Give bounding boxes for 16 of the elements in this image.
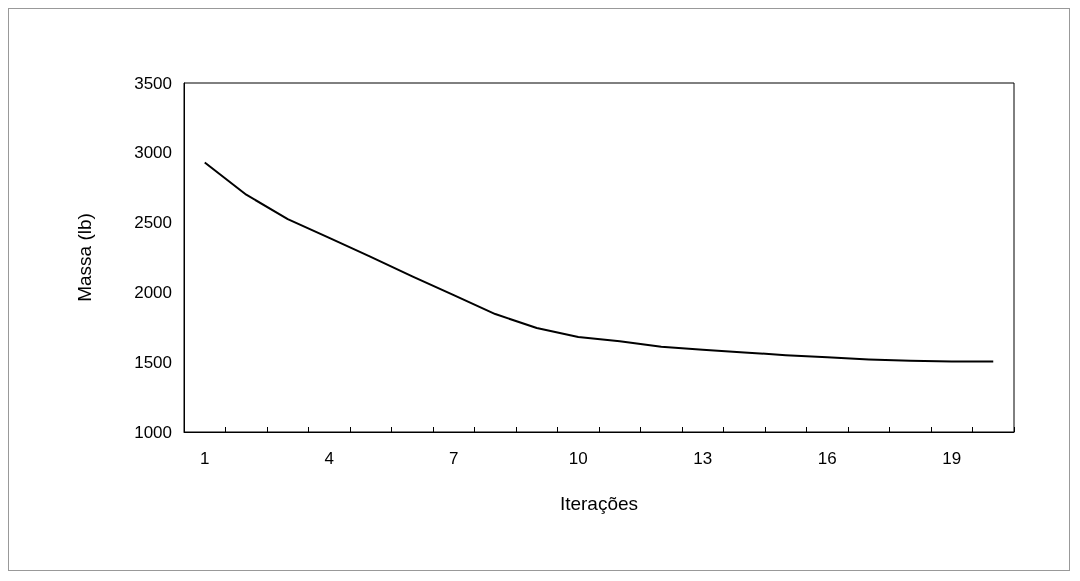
line-series (203, 161, 995, 363)
y-tick-label: 1500 (134, 352, 172, 372)
y-tick-label: 2500 (134, 213, 172, 233)
x-tick-label: 1 (200, 449, 210, 468)
x-tick-label: 13 (693, 449, 713, 468)
y-tick-label: 3500 (134, 73, 172, 93)
x-tick-label: 10 (568, 449, 588, 468)
y-tick-label: 2000 (134, 282, 172, 302)
x-axis-title: Iterações (559, 493, 639, 514)
x-tick-label: 7 (449, 449, 459, 468)
x-tick-label: 19 (942, 449, 962, 468)
y-axis-title: Massa (lb) (74, 213, 95, 302)
y-tick-label: 3000 (134, 143, 172, 163)
x-tick-label: 4 (324, 449, 334, 468)
y-tick-label: 1000 (134, 422, 172, 442)
x-tick-label: 16 (817, 449, 837, 468)
